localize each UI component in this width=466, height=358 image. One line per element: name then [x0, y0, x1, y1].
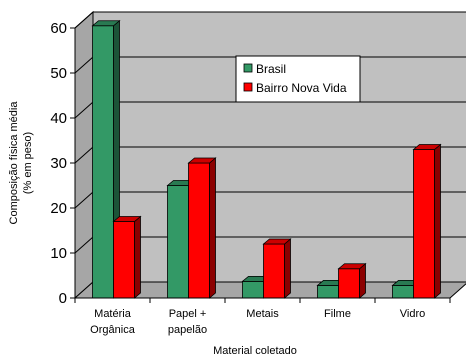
- bar-top: [412, 144, 442, 150]
- bar-top: [91, 20, 121, 27]
- bar-side: [134, 215, 141, 299]
- x-tick-label: Metais: [246, 308, 279, 320]
- bar-front: [413, 149, 435, 299]
- x-tick-label: Matéria: [94, 308, 132, 320]
- bar-top: [187, 157, 217, 164]
- y-tick-labels: 0 10 20 30 40 50 60: [50, 20, 67, 307]
- y-axis-label-line-2: (% em peso): [22, 132, 34, 194]
- x-tick-labels: Matéria Orgânica Papel + papelão Metais Filme…: [90, 308, 425, 336]
- bar: [112, 215, 142, 299]
- bar-front: [242, 280, 264, 299]
- y-tick-label: 30: [50, 155, 67, 172]
- legend-swatch: [243, 63, 253, 73]
- x-tick-label: Orgânica: [90, 324, 136, 336]
- y-tick-label: 50: [50, 65, 67, 82]
- x-tick-label: Papel +: [169, 308, 207, 320]
- bar-front: [317, 284, 339, 299]
- bar-front: [263, 243, 285, 299]
- y-tick-label: 10: [50, 245, 67, 262]
- bar-front: [338, 268, 360, 299]
- y-tick-label: 20: [50, 200, 67, 217]
- legend: Brasil Bairro Nova Vida: [235, 55, 361, 103]
- y-tick-label: 40: [50, 110, 67, 127]
- bar-side: [209, 157, 216, 299]
- y-tick-label: 0: [59, 290, 67, 307]
- bar-top: [337, 263, 367, 270]
- bar-side: [359, 262, 366, 299]
- gridline: [74, 11, 466, 29]
- bar-front: [92, 25, 114, 299]
- y-axis-label-line-1: Composição física média: [8, 101, 20, 225]
- legend-swatch: [243, 82, 253, 92]
- bar: [337, 262, 367, 299]
- bar-top: [262, 238, 292, 245]
- x-tick-label: Vidro: [400, 308, 425, 320]
- bars: [91, 19, 442, 299]
- bar: [187, 157, 217, 299]
- bar: [412, 143, 442, 299]
- y-tick-label: 60: [50, 20, 67, 37]
- bar: [262, 238, 292, 299]
- bar-front: [188, 162, 210, 299]
- x-axis-label: Material coletado: [213, 345, 297, 357]
- bar-front: [167, 185, 189, 299]
- legend-entry: Brasil: [256, 62, 286, 76]
- legend-entry: Bairro Nova Vida: [256, 81, 347, 95]
- legend-box: [235, 55, 361, 103]
- bar-side: [284, 238, 291, 299]
- x-tick-label: papelão: [168, 324, 207, 336]
- x-tick-label: Filme: [324, 308, 351, 320]
- bar-front: [113, 221, 135, 299]
- bar-side: [434, 143, 441, 299]
- bar-front: [392, 284, 414, 299]
- axes: [70, 27, 451, 303]
- bar-top: [112, 216, 142, 222]
